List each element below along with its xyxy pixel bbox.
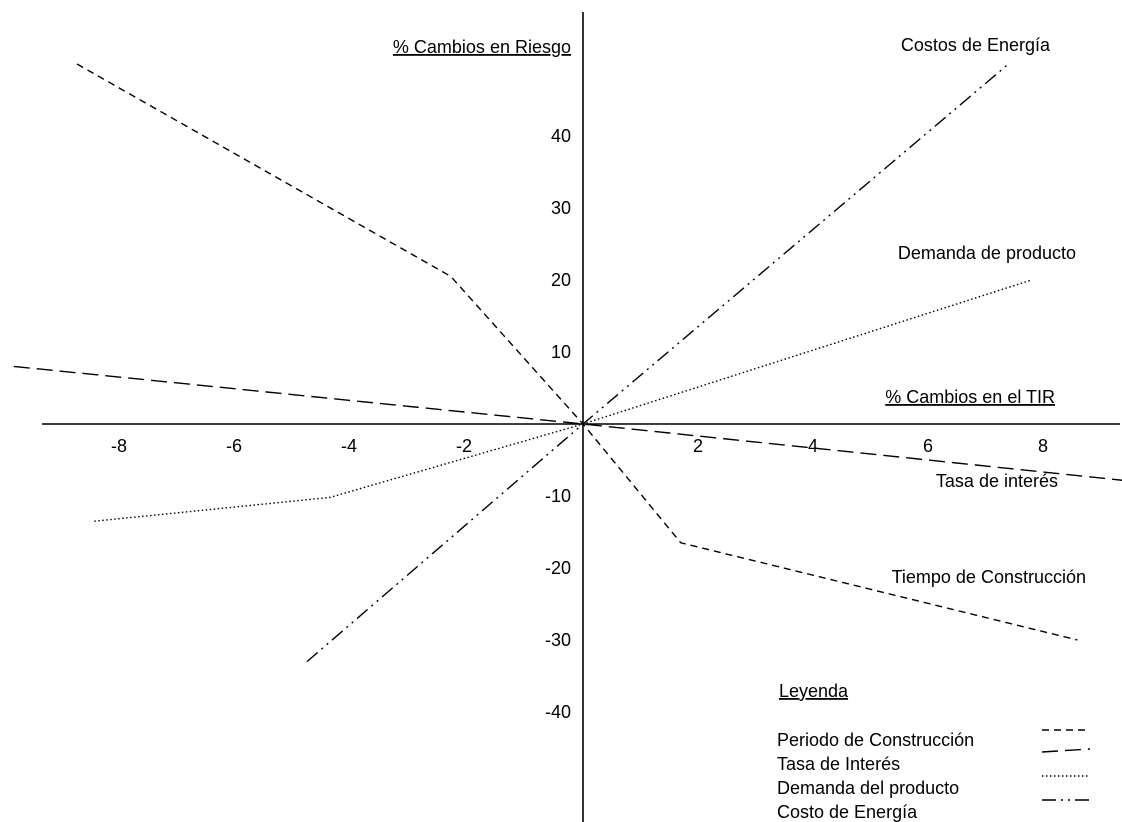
series-label-tiempo-construccion: Tiempo de Construcción (892, 567, 1086, 587)
x-tick-label: 6 (923, 436, 933, 456)
y-tick-label: -10 (545, 486, 571, 506)
series-label-tasa-interes: Tasa de interés (936, 471, 1058, 491)
series-line-2 (94, 279, 1032, 522)
x-tick-label: -4 (341, 436, 357, 456)
y-tick-label: -30 (545, 630, 571, 650)
series-lines (13, 63, 1122, 663)
series-label-costo-energia: Costos de Energía (901, 35, 1051, 55)
y-tick-label: 20 (551, 270, 571, 290)
x-axis-title: % Cambios en el TIR (885, 387, 1055, 407)
legend-swatch-1 (1041, 748, 1091, 753)
legend-label-tasa-interes: Tasa de Interés (777, 754, 900, 774)
legend-swatches (1041, 729, 1091, 801)
x-tick-label: 2 (693, 436, 703, 456)
y-tick-labels: 40 30 20 10 -10 -20 -30 -40 (545, 126, 571, 722)
x-tick-label: -8 (111, 436, 127, 456)
y-tick-label: 10 (551, 342, 571, 362)
legend-label-demanda-producto: Demanda del producto (777, 778, 959, 798)
y-tick-label: 30 (551, 198, 571, 218)
legend-label-periodo-construccion: Periodo de Construcción (777, 730, 974, 750)
series-line-1 (13, 365, 1122, 481)
y-axis-title: % Cambios en Riesgo (393, 37, 571, 57)
legend-label-costo-energia: Costo de Energía (777, 802, 918, 822)
x-tick-labels: -8 -6 -4 -2 2 4 6 8 (111, 436, 1048, 456)
x-tick-label: 8 (1038, 436, 1048, 456)
y-tick-label: -20 (545, 558, 571, 578)
legend: Leyenda Periodo de Construcción Tasa de … (777, 681, 1091, 822)
series-line-0 (76, 63, 1078, 641)
x-tick-label: -6 (226, 436, 242, 456)
y-tick-label: -40 (545, 702, 571, 722)
series-line-3 (306, 63, 1009, 663)
x-tick-label: -2 (456, 436, 472, 456)
y-tick-label: 40 (551, 126, 571, 146)
x-tick-label: 4 (808, 436, 818, 456)
series-label-demanda: Demanda de producto (898, 243, 1076, 263)
legend-title: Leyenda (779, 681, 849, 701)
